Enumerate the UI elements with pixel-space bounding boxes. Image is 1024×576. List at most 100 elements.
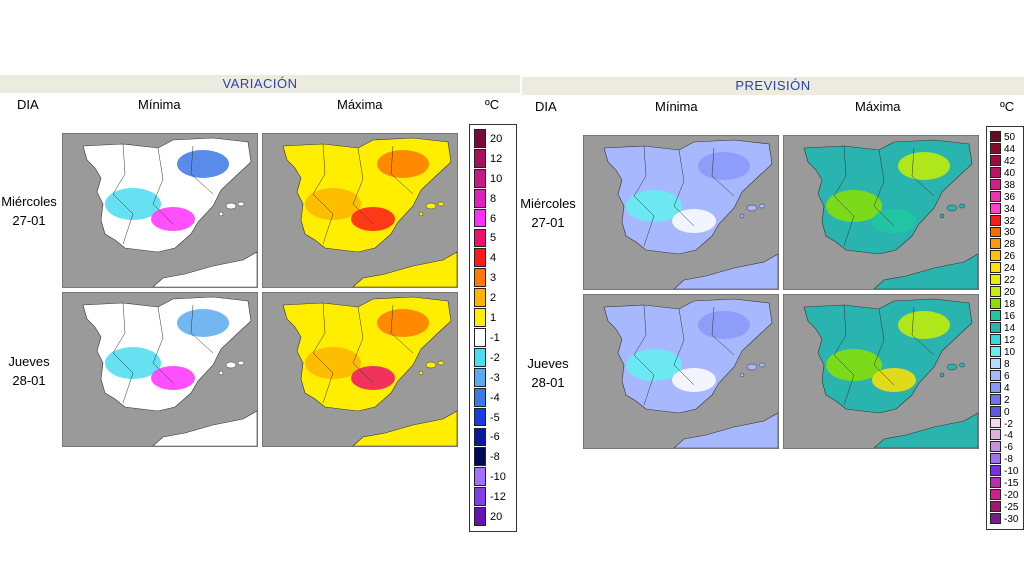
balearic-island: [939, 213, 945, 219]
legend-label: 5: [490, 232, 497, 245]
province-border: [190, 304, 214, 354]
peninsula-land: [803, 298, 973, 414]
legend-label: 28: [1004, 239, 1016, 251]
legend-label: -20: [1004, 490, 1019, 502]
province-border: [312, 302, 334, 404]
legend-label: 30: [1004, 227, 1016, 239]
legend-label: 18: [1004, 299, 1016, 311]
legend-label: 38: [1004, 179, 1016, 191]
balearic-island: [758, 362, 766, 368]
province-border: [112, 143, 134, 245]
variation-day-2: Jueves 28-01: [0, 352, 62, 390]
legend-label: 12: [1004, 334, 1016, 346]
forecast-title-band: PREVISIÓN: [522, 77, 1024, 95]
balearic-island: [946, 363, 958, 371]
province-border: [312, 143, 334, 245]
legend-label: -10: [1004, 466, 1019, 478]
temperature-area: [351, 366, 395, 390]
province-border: [152, 147, 174, 225]
legend-label: -3: [490, 371, 500, 384]
legend-label: 20: [1004, 287, 1016, 299]
legend-swatch: [990, 178, 1001, 190]
balearic-island: [939, 372, 945, 378]
legend-swatch: [990, 310, 1001, 322]
north-africa-land: [873, 412, 978, 448]
legend-label: -12: [490, 491, 506, 504]
variation-day-1: Miércoles 27-01: [0, 192, 62, 230]
north-africa-land: [152, 251, 257, 287]
legend-label: -4: [490, 391, 500, 404]
variation-col-max: Máxima: [337, 97, 383, 112]
province-border: [911, 147, 935, 197]
legend-label: 6: [1004, 370, 1010, 382]
day-date: 27-01: [12, 213, 46, 228]
legend-swatch: [474, 328, 486, 347]
province-border: [873, 149, 895, 227]
balearic-island: [218, 211, 224, 217]
temperature-area: [872, 209, 916, 233]
legend-swatch: [990, 214, 1001, 226]
legend-label: -6: [490, 431, 500, 444]
day-weekday: Jueves: [8, 354, 50, 369]
temperature-area: [626, 190, 682, 222]
legend-label: -2: [1004, 418, 1013, 430]
balearic-island: [946, 204, 958, 212]
balearic-island: [225, 361, 237, 369]
variation-color-legend: 20 12 10 8 6 5 4 3 2 1 -1 -2 -3 -4 -5 -6 -8 -10 -12 20: [469, 124, 517, 532]
legend-label: 12: [490, 152, 503, 165]
legend-label: -15: [1004, 478, 1019, 490]
day-date: 28-01: [12, 373, 46, 388]
variation-unit: ºC: [485, 97, 500, 112]
temperature-area: [872, 368, 916, 392]
balearic-island: [425, 202, 437, 210]
temperature-area: [377, 150, 429, 178]
legend-swatch: [474, 188, 486, 208]
legend-swatch: [474, 148, 486, 168]
province-border: [190, 145, 214, 195]
variation-title-band: VARIACIÓN: [0, 75, 520, 93]
temperature-area: [826, 349, 882, 381]
legend-swatch: [990, 238, 1001, 250]
legend-label: -5: [490, 411, 500, 424]
variation-day-header: DIA: [17, 97, 39, 112]
legend-label: 50: [1004, 131, 1016, 143]
balearic-island: [225, 202, 237, 210]
legend-label: -4: [1004, 430, 1013, 442]
iberia-map-svg: [282, 296, 457, 446]
variation-title: VARIACIÓN: [222, 76, 298, 91]
legend-swatch: [990, 190, 1001, 202]
legend-swatch: [990, 142, 1001, 154]
legend-label: -8: [1004, 454, 1013, 466]
legend-swatch: [990, 381, 1001, 393]
balearic-island: [218, 370, 224, 376]
legend-label: 20: [490, 132, 503, 145]
balearic-island: [418, 370, 424, 376]
province-border: [911, 306, 935, 356]
province-border: [633, 145, 655, 247]
forecast-color-legend: 50 44 42 40 38 36 34 32 30 28 26 24 22 20 18 16 14 12 10 8 6…: [986, 126, 1024, 530]
balearic-island: [425, 361, 437, 369]
legend-label: 10: [1004, 346, 1016, 358]
province-border: [352, 147, 374, 225]
legend-label: 2: [1004, 394, 1010, 406]
legend-label: 32: [1004, 215, 1016, 227]
legend-label: -1: [490, 331, 500, 344]
balearic-island: [746, 204, 758, 212]
map-forecast-min-thu: [583, 294, 779, 449]
legend-label: 1: [490, 312, 497, 325]
legend-swatch: [990, 417, 1001, 429]
iberia-map-svg: [603, 139, 778, 289]
legend-label: 3: [490, 272, 497, 285]
legend-label: -25: [1004, 502, 1019, 514]
legend-label: 24: [1004, 263, 1016, 275]
legend-swatch: [990, 154, 1001, 166]
temperature-area: [177, 309, 229, 337]
legend-label: 16: [1004, 311, 1016, 323]
peninsula-land: [803, 139, 973, 255]
north-africa-land: [873, 253, 978, 289]
temperature-area: [305, 347, 361, 379]
day-weekday: Miércoles: [1, 194, 57, 209]
balearic-island: [437, 201, 445, 207]
balearic-island: [237, 201, 245, 207]
legend-label: 10: [490, 172, 503, 185]
